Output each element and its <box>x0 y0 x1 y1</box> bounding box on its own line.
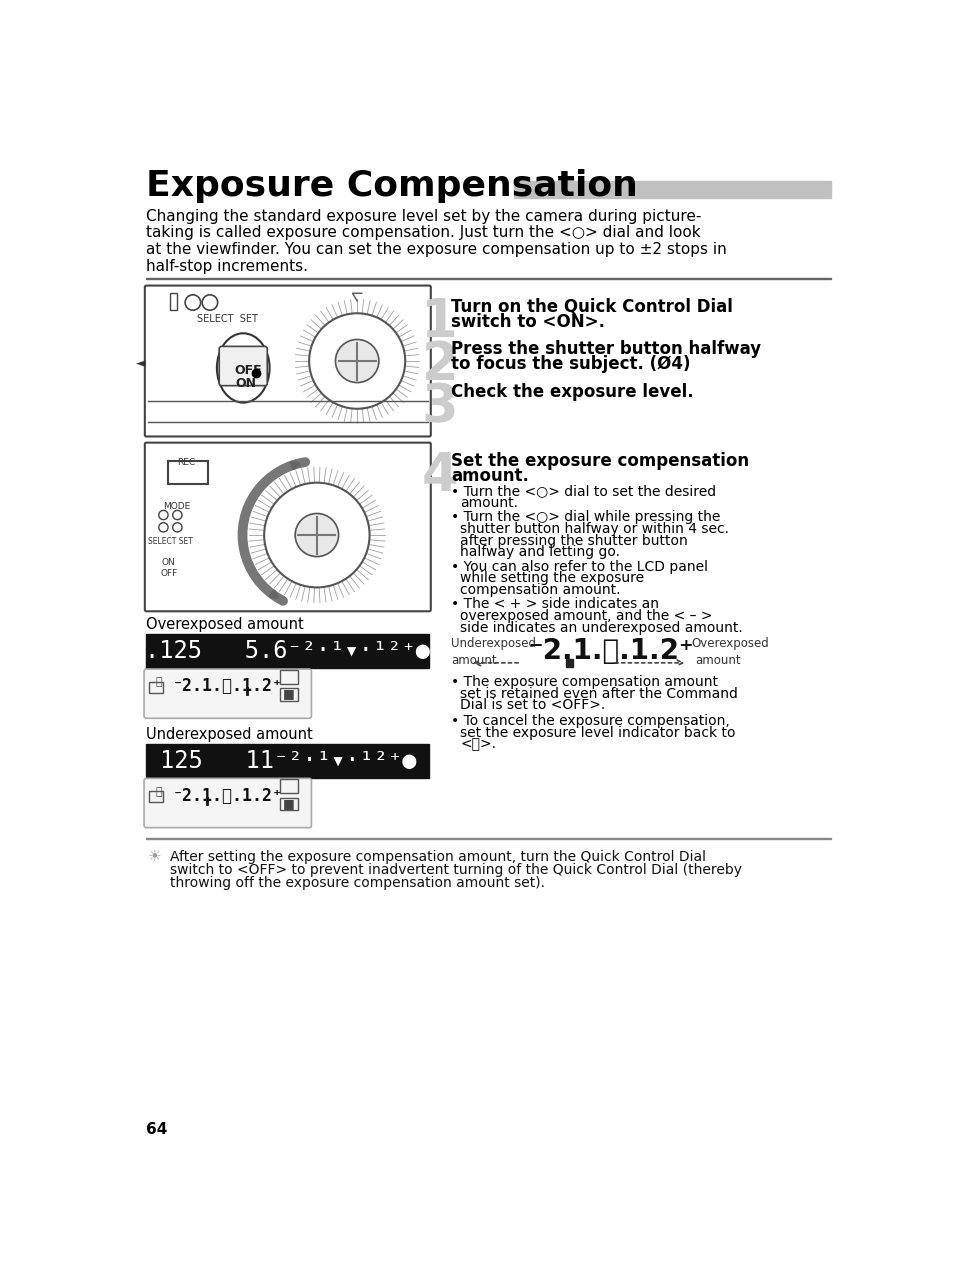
Circle shape <box>264 482 369 587</box>
Text: ⁻2.1.⓪.1.2⁺: ⁻2.1.⓪.1.2⁺ <box>172 787 282 805</box>
Text: set is retained even after the Command: set is retained even after the Command <box>459 686 738 701</box>
Bar <box>279 780 298 792</box>
Text: throwing off the exposure compensation amount set).: throwing off the exposure compensation a… <box>170 877 544 891</box>
Text: halfway and letting go.: halfway and letting go. <box>459 545 619 559</box>
Text: Underexposed amount: Underexposed amount <box>146 727 313 741</box>
Bar <box>565 658 573 666</box>
Text: compensation amount.: compensation amount. <box>459 583 620 597</box>
Text: at the viewfinder. You can set the exposure compensation up to ±2 stops in: at the viewfinder. You can set the expos… <box>146 242 726 258</box>
Bar <box>279 670 298 684</box>
Bar <box>514 181 831 198</box>
Circle shape <box>294 513 338 556</box>
Text: switch to <ON>.: switch to <ON>. <box>451 313 604 330</box>
Text: after pressing the shutter button: after pressing the shutter button <box>459 533 687 547</box>
Text: Check the exposure level.: Check the exposure level. <box>451 383 693 401</box>
Text: set the exposure level indicator back to: set the exposure level indicator back to <box>459 726 735 740</box>
Text: • The < + > side indicates an: • The < + > side indicates an <box>451 597 659 611</box>
Text: to focus the subject. (Ø4): to focus the subject. (Ø4) <box>451 355 690 373</box>
Text: OFF: OFF <box>160 569 177 578</box>
Text: OFF: OFF <box>233 364 261 378</box>
Text: ⁻2.1.⓪.1.2⁺: ⁻2.1.⓪.1.2⁺ <box>172 678 282 695</box>
Text: • To cancel the exposure compensation,: • To cancel the exposure compensation, <box>451 715 729 729</box>
Text: 64: 64 <box>146 1122 168 1137</box>
Text: ◄: ◄ <box>135 357 145 370</box>
Bar <box>279 798 298 810</box>
Bar <box>146 744 429 777</box>
Text: amount: amount <box>695 653 740 666</box>
Text: SELECT SET: SELECT SET <box>148 537 193 546</box>
FancyBboxPatch shape <box>144 778 311 828</box>
Circle shape <box>335 339 378 383</box>
Bar <box>279 688 298 701</box>
Text: Underexposed: Underexposed <box>451 637 536 649</box>
Text: REC: REC <box>177 458 195 467</box>
Bar <box>168 461 208 484</box>
Text: ⓪: ⓪ <box>155 678 162 688</box>
Text: shutter button halfway or within 4 sec.: shutter button halfway or within 4 sec. <box>459 522 728 536</box>
Text: 4: 4 <box>421 450 457 503</box>
Text: Press the shutter button halfway: Press the shutter button halfway <box>451 341 760 359</box>
Text: side indicates an underexposed amount.: side indicates an underexposed amount. <box>459 620 742 634</box>
Bar <box>150 791 163 803</box>
FancyBboxPatch shape <box>219 346 267 385</box>
Text: After setting the exposure compensation amount, turn the Quick Control Dial: After setting the exposure compensation … <box>170 850 705 864</box>
Text: half-stop increments.: half-stop increments. <box>146 259 308 274</box>
Bar <box>150 683 163 693</box>
Text: 125   11⁻²·¹▾·¹²⁺●: 125 11⁻²·¹▾·¹²⁺● <box>159 749 416 773</box>
FancyBboxPatch shape <box>144 669 311 718</box>
Text: ⁻2.1.⓪.1.2⁺: ⁻2.1.⓪.1.2⁺ <box>528 637 694 665</box>
Text: • Turn the <○> dial while pressing the: • Turn the <○> dial while pressing the <box>451 510 720 524</box>
Text: ■: ■ <box>283 688 294 701</box>
Text: Dial is set to <OFF>.: Dial is set to <OFF>. <box>459 698 605 712</box>
Text: <⓪>.: <⓪>. <box>459 738 496 752</box>
Text: ■: ■ <box>283 796 294 810</box>
Text: ☀: ☀ <box>148 849 161 864</box>
Text: taking is called exposure compensation. Just turn the <○> dial and look: taking is called exposure compensation. … <box>146 226 700 240</box>
Text: Changing the standard exposure level set by the camera during picture-: Changing the standard exposure level set… <box>146 208 701 223</box>
Text: SELECT  SET: SELECT SET <box>197 314 258 324</box>
Text: switch to <OFF> to prevent inadvertent turning of the Quick Control Dial (thereb: switch to <OFF> to prevent inadvertent t… <box>170 863 740 877</box>
Text: Exposure Compensation: Exposure Compensation <box>146 168 638 203</box>
Text: .125   5.6⁻²·¹▾·¹²⁺●: .125 5.6⁻²·¹▾·¹²⁺● <box>145 639 430 664</box>
Text: • You can also refer to the LCD panel: • You can also refer to the LCD panel <box>451 560 707 574</box>
Bar <box>146 634 429 669</box>
Text: ⓪: ⓪ <box>155 787 162 796</box>
Text: 2: 2 <box>421 338 457 390</box>
Text: Set the exposure compensation: Set the exposure compensation <box>451 452 748 470</box>
Text: amount: amount <box>451 653 497 666</box>
Text: amount.: amount. <box>459 496 517 510</box>
Text: while setting the exposure: while setting the exposure <box>459 572 643 586</box>
Text: MODE: MODE <box>163 501 191 510</box>
Text: ON: ON <box>162 558 175 567</box>
Text: Overexposed amount: Overexposed amount <box>146 618 304 633</box>
Text: ON: ON <box>235 378 256 390</box>
Text: overexposed amount, and the < – >: overexposed amount, and the < – > <box>459 609 712 623</box>
Text: Overexposed: Overexposed <box>691 637 768 649</box>
Text: • Turn the <○> dial to set the desired: • Turn the <○> dial to set the desired <box>451 484 716 498</box>
Circle shape <box>309 314 405 408</box>
Text: • The exposure compensation amount: • The exposure compensation amount <box>451 675 718 689</box>
Text: amount.: amount. <box>451 467 528 485</box>
Text: Turn on the Quick Control Dial: Turn on the Quick Control Dial <box>451 297 732 316</box>
Text: 1: 1 <box>421 296 457 348</box>
Text: 3: 3 <box>421 382 457 433</box>
Bar <box>170 293 177 310</box>
